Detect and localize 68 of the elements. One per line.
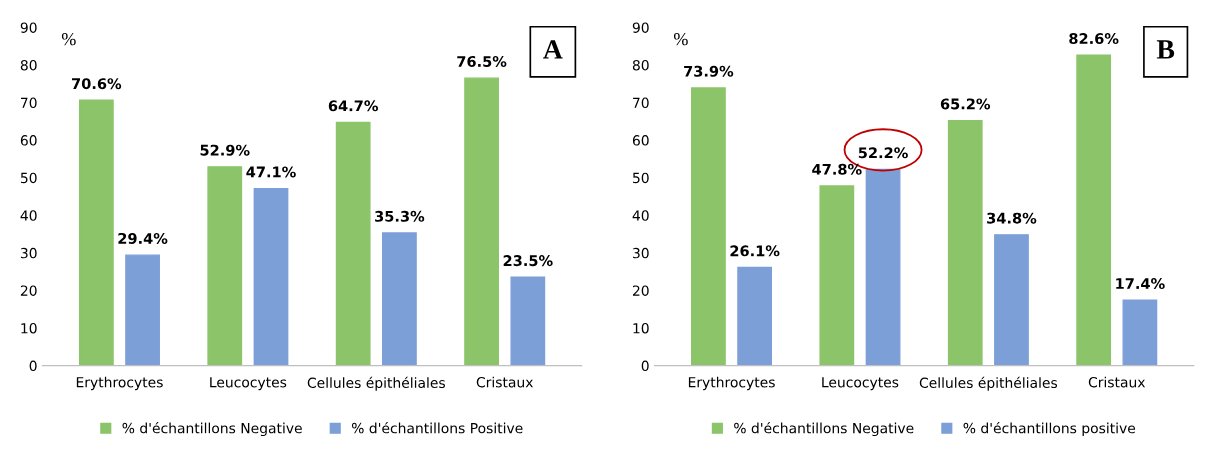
- y-tick-label: 70: [633, 97, 649, 109]
- bar: [125, 254, 160, 366]
- data-label: 73.9%: [684, 65, 734, 77]
- data-label: 26.1%: [730, 245, 780, 257]
- y-tick-label: 50: [20, 172, 37, 184]
- legend-label: % d'échantillons Negative: [734, 422, 914, 437]
- x-tick-label: Cellules épithéliales: [307, 376, 445, 391]
- bar: [207, 166, 243, 366]
- bar: [737, 266, 773, 366]
- x-tick-label: Cellules épithéliales: [919, 376, 1058, 391]
- bar: [464, 77, 499, 366]
- y-tick-label: 90: [20, 22, 37, 33]
- data-label: 17.4%: [1116, 278, 1165, 290]
- x-tick-label: Leucocytes: [210, 377, 287, 391]
- legend-label: % d'échantillons Positive: [351, 422, 523, 434]
- data-label: 34.8%: [987, 212, 1037, 224]
- x-tick-label: Erythrocytes: [688, 376, 775, 391]
- data-label: 47.1%: [246, 166, 296, 178]
- bar: [1076, 54, 1112, 366]
- y-tick-label: 60: [632, 135, 649, 146]
- y-tick-label: 10: [21, 322, 37, 334]
- data-label: 47.8%: [812, 163, 862, 175]
- bar: [382, 232, 417, 366]
- bar: [947, 119, 983, 366]
- x-tick-label: Cristaux: [476, 376, 533, 388]
- data-label: 64.7%: [328, 100, 379, 112]
- bar: [335, 121, 371, 366]
- y-tick-label: 90: [632, 22, 649, 33]
- data-label: 76.5%: [457, 55, 507, 67]
- bar: [865, 168, 901, 366]
- legend-label: % d'échantillons positive: [963, 422, 1136, 437]
- bar: [253, 187, 289, 366]
- bar: [691, 87, 726, 366]
- bar: [510, 276, 546, 366]
- y-axis-title: %: [673, 33, 688, 46]
- bar: [1122, 299, 1158, 366]
- data-label: 29.4%: [118, 232, 168, 244]
- data-label: 52.2%: [858, 147, 908, 159]
- data-label: 82.6%: [1069, 33, 1119, 45]
- x-tick-label: Erythrocytes: [76, 376, 163, 391]
- y-tick-label: 30: [633, 247, 649, 259]
- y-tick-label: 60: [20, 135, 37, 146]
- y-tick-label: 80: [632, 59, 649, 71]
- data-label: 35.3%: [375, 210, 425, 222]
- x-tick-label: Leucocytes: [822, 377, 899, 391]
- y-tick-label: 30: [20, 247, 37, 259]
- data-label: 52.9%: [200, 144, 250, 156]
- x-tick-label: Cristaux: [1088, 376, 1146, 388]
- bar: [819, 185, 855, 366]
- data-label: 23.5%: [503, 255, 553, 267]
- y-tick-label: 20: [632, 285, 649, 296]
- y-tick-label: 0: [641, 360, 649, 372]
- y-axis-title: %: [61, 33, 76, 46]
- data-label: 70.6%: [72, 78, 122, 90]
- legend-label: % d'échantillons Negative: [122, 422, 302, 437]
- data-label: 65.2%: [940, 98, 991, 110]
- y-tick-label: 80: [20, 59, 37, 71]
- annotation: B: [1156, 40, 1175, 59]
- bar: [78, 99, 114, 366]
- y-tick-label: 20: [20, 285, 37, 296]
- y-tick-label: 10: [633, 322, 649, 334]
- y-tick-label: 40: [20, 210, 37, 221]
- annotation: A: [543, 40, 563, 59]
- y-tick-label: 40: [632, 210, 649, 221]
- bar: [994, 234, 1029, 366]
- y-tick-label: 50: [633, 172, 649, 184]
- y-tick-label: 0: [29, 360, 37, 372]
- y-tick-label: 70: [21, 97, 37, 109]
